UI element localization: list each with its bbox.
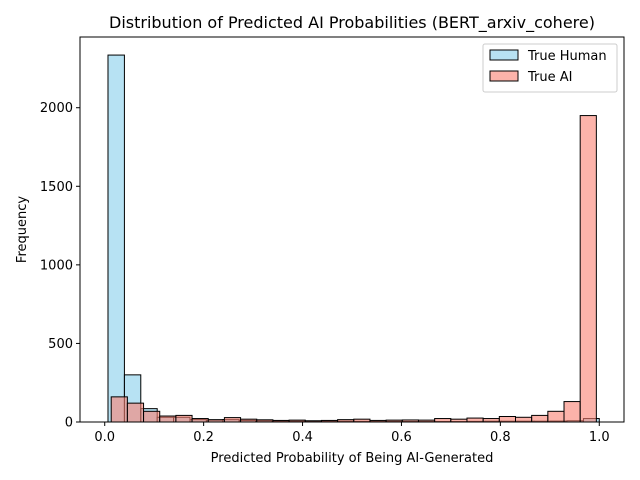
x-tick-label: 0.8: [490, 430, 511, 445]
y-tick-label: 1000: [40, 258, 73, 273]
x-tick-label: 1.0: [589, 430, 610, 445]
bar-true-ai-7: [223, 417, 242, 423]
bar-true-ai-26: [531, 414, 549, 423]
x-tick-label: 0.0: [94, 430, 115, 445]
legend: True Human True AI: [482, 43, 618, 93]
bar-true-ai-29: [579, 115, 597, 423]
bar-true-ai-0: [110, 396, 128, 423]
bar-true-human-0: [107, 54, 125, 423]
chart-title: Distribution of Predicted AI Probabiliti…: [109, 13, 595, 33]
y-tick-label: 1500: [40, 180, 73, 195]
bar-true-ai-27: [547, 410, 565, 423]
bar-true-ai-23: [482, 418, 500, 423]
plot-frame: [79, 36, 625, 423]
legend-swatch-true-human: [489, 49, 519, 61]
bar-true-ai-2: [143, 410, 161, 423]
y-tick-label: 2000: [40, 101, 73, 116]
x-tick-label: 0.6: [391, 430, 412, 445]
x-tick-label: 0.2: [193, 430, 214, 445]
legend-label-true-human: True Human: [527, 49, 607, 64]
x-axis-ticks: 0.0 0.2 0.4 0.6 0.8 1.0: [94, 422, 610, 445]
legend-swatch-true-ai: [489, 70, 519, 82]
bar-true-ai-25: [514, 416, 533, 423]
bar-true-ai-22: [466, 417, 484, 423]
x-axis-label: Predicted Probability of Being AI-Genera…: [211, 451, 494, 466]
bars-layer: [107, 54, 600, 423]
y-tick-label: 500: [48, 337, 73, 352]
bar-true-ai-24: [498, 416, 516, 423]
bar-true-ai-4: [175, 414, 193, 423]
bar-true-ai-20: [434, 418, 452, 423]
x-tick-label: 0.4: [292, 430, 313, 445]
legend-label-true-ai: True AI: [527, 70, 572, 85]
bar-true-ai-5: [191, 418, 209, 423]
y-tick-label: 0: [65, 416, 73, 431]
y-axis-label: Frequency: [15, 196, 30, 263]
bar-true-ai-3: [159, 415, 177, 423]
bar-true-ai-28: [563, 401, 581, 423]
y-axis-ticks: 0 500 1000 1500 2000: [40, 101, 80, 431]
bar-true-ai-1: [126, 402, 145, 423]
